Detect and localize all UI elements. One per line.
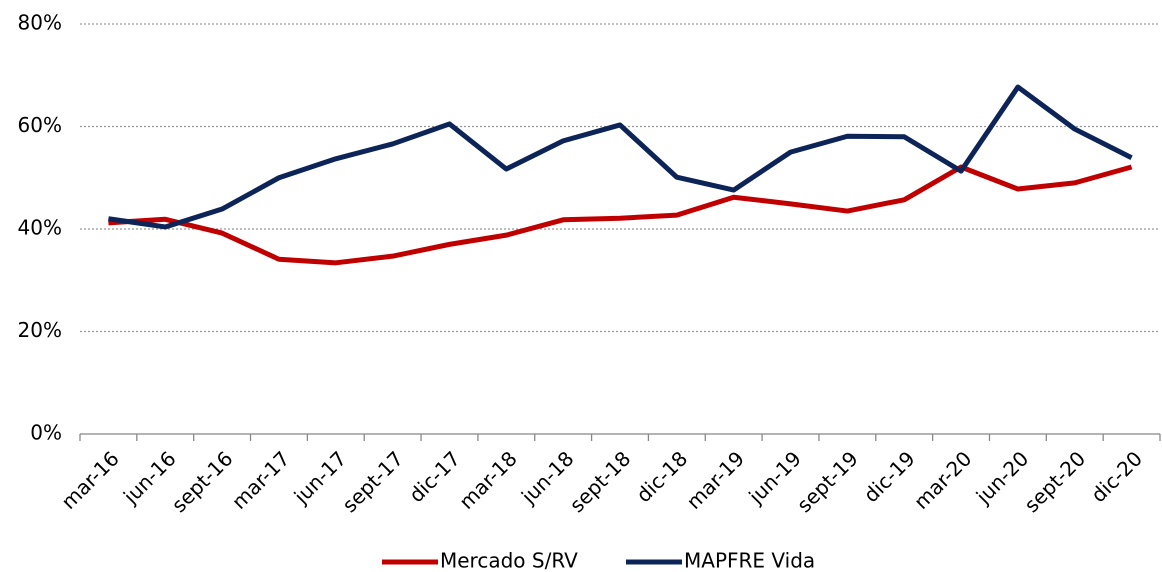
y-tick-label: 20%	[18, 318, 62, 342]
x-tick-label: mar-18	[454, 446, 521, 513]
x-tick-label: mar-16	[56, 446, 123, 513]
x-tick-label: sept-16	[167, 446, 238, 517]
x-tick-label: mar-20	[909, 446, 976, 513]
y-tick-label: 40%	[18, 216, 62, 240]
x-tick-label: sept-19	[792, 446, 863, 517]
x-tick-label: sept-18	[565, 446, 636, 517]
series-line	[108, 164, 1133, 266]
x-tick-label: mar-19	[682, 446, 749, 513]
legend-label: Mercado S/RV	[440, 549, 578, 572]
x-tick-label: sept-20	[1019, 446, 1090, 517]
x-tick-label: mar-17	[227, 446, 294, 513]
series-line	[108, 84, 1133, 230]
y-tick-label: 80%	[18, 11, 62, 35]
legend-label: MAPFRE Vida	[684, 549, 815, 572]
y-tick-label: 60%	[18, 113, 62, 137]
x-tick-label: sept-17	[337, 446, 408, 517]
x-tick-label: dic-20	[1086, 446, 1147, 507]
y-tick-label: 0%	[30, 421, 62, 445]
